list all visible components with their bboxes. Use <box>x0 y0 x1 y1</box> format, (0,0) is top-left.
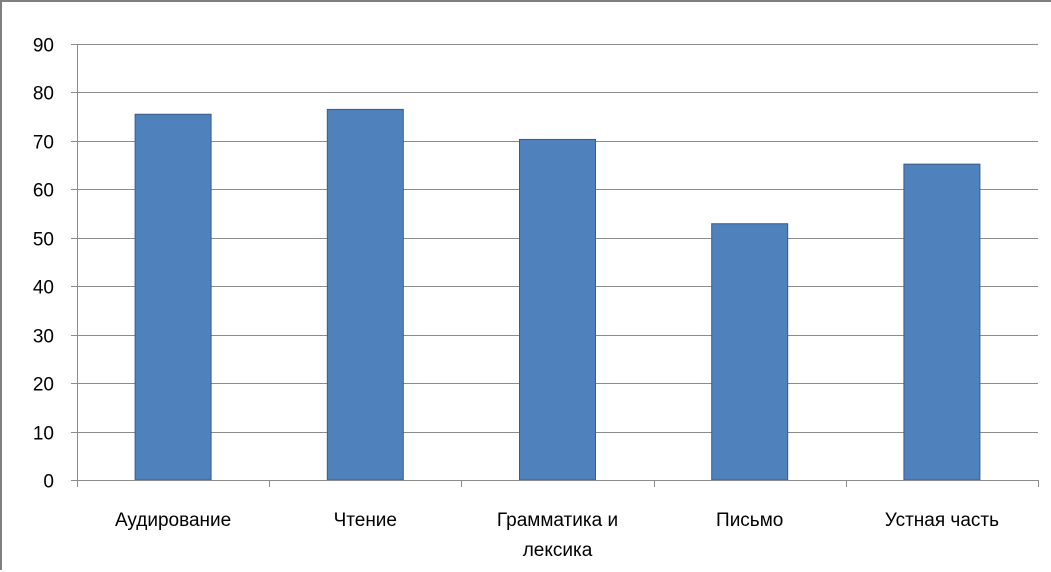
y-tick-label: 60 <box>33 181 54 202</box>
y-tick-label: 40 <box>33 278 54 299</box>
y-tick-label: 70 <box>33 133 54 154</box>
y-tick-label: 30 <box>33 327 54 348</box>
y-tick-label: 80 <box>33 84 54 105</box>
bar <box>519 138 596 481</box>
y-tick-label: 90 <box>33 36 54 57</box>
x-category-labels: Аудирование Чтение Грамматика и лексика Пись… <box>115 510 999 561</box>
x-category-label: Чтение <box>334 510 397 531</box>
bar <box>326 108 404 481</box>
x-category-label: Аудирование <box>115 510 231 531</box>
y-tick-labels: 0 10 20 30 40 50 60 70 80 90 <box>33 36 54 493</box>
y-tick-label: 20 <box>33 375 54 396</box>
y-tick-label: 0 <box>43 472 54 493</box>
x-category-label: Грамматика и <box>497 510 618 531</box>
axes <box>71 44 1039 487</box>
y-tick-label: 50 <box>33 230 54 251</box>
x-category-label: лексика <box>523 540 593 561</box>
x-category-label: Письмо <box>716 510 783 531</box>
bar <box>711 223 789 481</box>
y-tick-label: 10 <box>33 424 54 445</box>
bar <box>903 163 981 481</box>
bars <box>134 108 981 481</box>
bar <box>134 113 212 481</box>
x-category-label: Устная часть <box>885 510 999 531</box>
